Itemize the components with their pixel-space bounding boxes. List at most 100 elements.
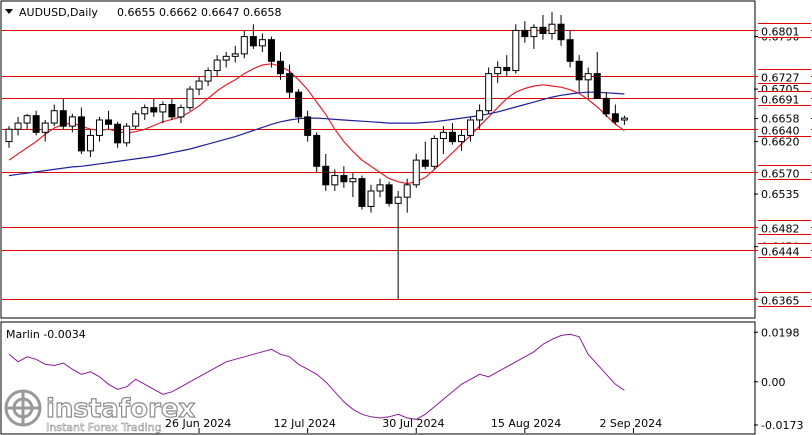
candle-body <box>349 178 357 183</box>
candle-body <box>41 122 49 133</box>
oscillator-tick-label: 0.0198 <box>761 326 800 339</box>
candle-body <box>331 175 339 186</box>
candle-body <box>186 88 194 109</box>
level-label-box <box>758 220 811 235</box>
candle-body <box>530 26 538 38</box>
level-label-box <box>758 23 811 38</box>
candle-body <box>376 184 384 192</box>
time-axis: 26 Jun 2024 12 Jul 2024 30 Jul 2024 15 Aug … <box>165 417 662 433</box>
candle-body <box>358 178 366 207</box>
candle-body <box>177 107 185 118</box>
candle-body <box>32 115 40 133</box>
candle-body <box>277 60 284 75</box>
watermark-tagline: Instant Forex Trading <box>46 421 162 434</box>
candle-body <box>132 113 140 127</box>
candle-body <box>96 119 103 136</box>
candle-body <box>23 115 31 124</box>
level-label: 0.6570 <box>761 168 800 181</box>
time-label: 2 Sep 2024 <box>599 417 662 430</box>
candle-body <box>448 131 456 143</box>
instaforex-logo: instaforex Instant Forex Trading <box>4 389 196 434</box>
level-label-box <box>758 243 811 258</box>
candle-body <box>14 122 22 130</box>
candle-body <box>86 134 94 152</box>
candle-body <box>5 128 13 143</box>
candle-body <box>340 175 348 183</box>
oscillator-line <box>8 333 625 420</box>
candlesticks <box>5 11 628 300</box>
candle-body <box>620 117 628 121</box>
price-tick-label: 0.6620 <box>761 136 800 149</box>
oscillator-panel <box>0 321 756 435</box>
level-label: 0.6640 <box>761 125 800 138</box>
candle-body <box>512 29 520 72</box>
moving-average-line <box>8 63 625 185</box>
current-price-label: 0.6658 <box>761 113 800 126</box>
level-label-box <box>758 165 811 180</box>
level-labels: 0.6801 0.6727 0.6691 0.6640 0.6570 0.6482 0.64… <box>754 23 812 308</box>
candle-body <box>430 138 438 167</box>
candle-body <box>159 104 167 113</box>
candle-body <box>593 73 601 99</box>
oscillator-tick-label: -0.0173 <box>761 419 803 432</box>
candle-body <box>322 165 330 186</box>
candle-body <box>367 190 375 207</box>
candle-body <box>150 107 158 113</box>
time-label: 26 Jun 2024 <box>165 417 231 430</box>
candle-body <box>412 159 420 186</box>
current-price-box <box>758 111 811 126</box>
level-lines <box>2 30 754 300</box>
candle-body <box>403 184 411 198</box>
candle-body <box>123 125 131 144</box>
candle-body <box>485 73 493 112</box>
candle-body <box>539 26 547 35</box>
candle-body <box>105 119 113 125</box>
candle-body <box>213 59 221 72</box>
price-tick-label: 0.6535 <box>761 188 800 201</box>
moving-averages <box>8 63 625 185</box>
time-label: 30 Jul 2024 <box>382 417 444 430</box>
candle-body <box>222 55 230 61</box>
level-label: 0.6727 <box>761 72 800 85</box>
level-label-box <box>758 292 811 307</box>
candle-body <box>503 66 511 72</box>
level-label-box <box>758 122 811 137</box>
level-label-box <box>758 91 811 106</box>
candle-body <box>240 36 248 55</box>
candle-body <box>295 91 303 118</box>
candle-body <box>313 134 321 167</box>
price-panel <box>0 0 756 319</box>
symbol-title: AUDUSD,Daily <box>19 6 98 19</box>
candle-body <box>249 36 257 47</box>
candle-body <box>141 107 149 115</box>
level-label: 0.6801 <box>761 26 800 39</box>
oscillator-title: Marlin -0.0034 <box>6 328 86 341</box>
candle-body <box>304 116 312 136</box>
candle-body <box>476 110 484 121</box>
candle-body <box>575 60 583 81</box>
level-label: 0.6482 <box>761 223 800 236</box>
moving-average-line <box>8 91 625 177</box>
candle-body <box>50 110 58 124</box>
candle-body <box>521 29 529 38</box>
collapse-triangle-icon[interactable] <box>5 9 13 14</box>
candle-body <box>168 104 176 118</box>
watermark-brand: instaforex <box>46 394 196 424</box>
candle-body <box>439 131 447 140</box>
oscillator-tick-label: 0.00 <box>761 376 786 389</box>
candle-body <box>458 134 465 143</box>
level-label: 0.6691 <box>761 94 800 107</box>
oscillator-axis: 0.0198 0.00 -0.0173 <box>754 326 803 432</box>
candle-body <box>59 110 67 127</box>
candle-body <box>548 23 556 34</box>
candle-body <box>231 53 239 57</box>
candle-body <box>467 119 475 136</box>
candle-body <box>68 116 76 127</box>
candle-body <box>267 39 275 62</box>
level-label: 0.6365 <box>761 295 800 308</box>
candle-body <box>602 97 610 115</box>
ohlc-values: 0.6655 0.6662 0.6647 0.6658 <box>117 6 281 19</box>
candle-body <box>385 184 393 204</box>
candle-body <box>195 80 203 90</box>
